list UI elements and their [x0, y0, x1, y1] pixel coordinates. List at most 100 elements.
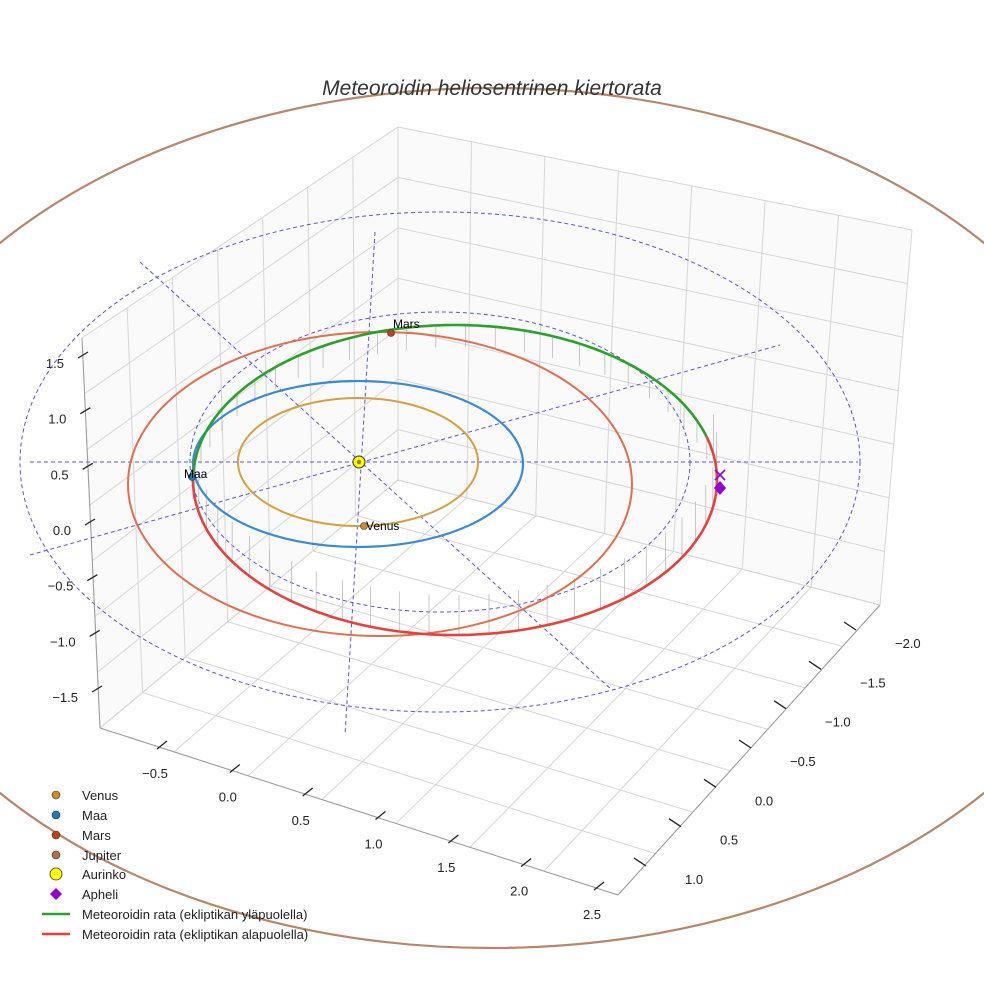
grid-line-floor-y [142, 692, 656, 855]
x-tick-label: 2.0 [510, 884, 528, 899]
aphelion-cross [714, 469, 726, 481]
venus-orbit [237, 397, 479, 527]
x-tick [229, 763, 241, 774]
y-tick [773, 700, 787, 710]
jupiter-orbit [0, 87, 984, 949]
legend-mars-label: Mars [82, 828, 111, 843]
venus-label: Venus [366, 519, 399, 533]
legend-jupiter-label: Jupiter [82, 848, 122, 863]
back-pane-left [82, 127, 398, 728]
legend-venus-label: Venus [82, 788, 119, 803]
grid-line-floor-x [247, 515, 537, 777]
y-tick [633, 857, 647, 867]
meteoroid-orbit-below [191, 436, 719, 637]
x-tick-label: −0.5 [142, 766, 168, 781]
grid-line-right [741, 200, 766, 570]
legend: Venus Maa Mars Jupiter Aurinko Apheli Me… [42, 788, 308, 942]
back-pane-right [398, 127, 912, 605]
venus-marker [360, 522, 368, 530]
grid-line-right [672, 185, 693, 552]
grid-line-floor-y [184, 656, 694, 813]
y-tick-label: −1.0 [825, 715, 851, 730]
earth-label: Maa [184, 467, 208, 481]
y-tick [843, 621, 857, 631]
grid-line-floor-y [227, 621, 731, 772]
y-tick-label: −2.0 [895, 636, 921, 651]
legend-maa-marker [51, 810, 61, 820]
y-tick [703, 778, 717, 788]
grid-line-right [879, 229, 913, 606]
grid-line-right [535, 156, 546, 516]
legend-aurinko-marker [49, 867, 63, 881]
grid-line-floor-y [312, 550, 806, 689]
x-tick [593, 881, 605, 891]
z-tick-label: −1.5 [52, 690, 78, 705]
x-tick [156, 740, 168, 750]
grid-line-floor-y [397, 479, 881, 606]
earth-orbit [191, 379, 525, 549]
grid-line-right [466, 141, 472, 498]
z-tick-label: 1.0 [48, 412, 66, 427]
grid-line-left [171, 277, 186, 658]
legend-maa-label: Maa [82, 808, 108, 823]
legend-aurinko-label: Aurinko [82, 867, 126, 882]
z-tick [91, 685, 103, 693]
z-tick-label: 0.5 [51, 467, 69, 482]
x-tick-label: 0.5 [292, 813, 310, 828]
z-tick-label: −1.0 [50, 634, 76, 649]
y-tick-label: 0.0 [755, 793, 773, 808]
grid-line-floor-x [321, 533, 605, 800]
meteoroid-orbit-above [191, 323, 708, 477]
axis-ticks: −1.5 −1.0 −0.5 0.0 0.5 1.0 1.5 −0.5 0.0 0.5 1.0 1.5… [46, 351, 921, 922]
x-tick [520, 857, 532, 868]
x-tick [447, 834, 459, 844]
grid-line-floor-x [395, 551, 674, 824]
legend-below-label: Meteoroidin rata (ekliptikan alapuolella… [82, 927, 308, 942]
grid-line-floor-y [270, 585, 768, 730]
z-tick [82, 462, 94, 470]
z-tick-label: 0.0 [53, 523, 71, 538]
x-tick [302, 787, 314, 797]
y-tick-label: 0.5 [720, 833, 738, 848]
z-tick [86, 574, 98, 582]
sun-core [356, 459, 362, 465]
ecliptic-grid [19, 211, 861, 736]
legend-venus-marker [51, 790, 61, 800]
legend-above-label: Meteoroidin rata (ekliptikan yläpuolella… [82, 907, 307, 922]
z-tick [84, 518, 96, 526]
grid-line-left [126, 307, 144, 693]
y-tick-label: 1.0 [685, 872, 703, 887]
x-tick-label: 2.5 [583, 907, 601, 922]
axis-edges [81, 337, 881, 896]
y-tick [808, 660, 822, 670]
legend-apheli-marker [50, 888, 62, 900]
drop-lines [192, 325, 718, 635]
grid-line-left [262, 217, 271, 587]
z-tick [77, 351, 89, 359]
z-tick [79, 407, 91, 415]
grid-line-left [307, 187, 314, 551]
legend-mars-marker [51, 830, 61, 840]
chart-title: Meteoroidin heliosentrinen kiertorata [322, 77, 662, 100]
grid-line-floor-x [543, 586, 812, 872]
x-tick [375, 810, 386, 821]
grid-line-left [216, 247, 229, 622]
grid-line-right [810, 215, 840, 588]
x-tick-label: 0.0 [219, 790, 237, 805]
z-tick-label: 1.5 [46, 356, 64, 371]
legend-apheli-label: Apheli [82, 887, 118, 902]
y-tick-label: −0.5 [790, 754, 816, 769]
y-tick [668, 818, 682, 828]
x-tick-label: 1.0 [364, 837, 382, 852]
legend-jupiter-marker [51, 850, 61, 860]
mars-label: Mars [393, 317, 420, 331]
y-tick [738, 739, 752, 749]
z-tick [89, 629, 101, 637]
z-tick-label: −0.5 [48, 579, 74, 594]
x-tick-label: 1.5 [437, 860, 455, 875]
earth-marker [188, 473, 196, 481]
y-tick-label: −1.5 [860, 675, 886, 690]
aphelion-marker [714, 481, 726, 495]
grid-line-floor-x [469, 568, 743, 848]
